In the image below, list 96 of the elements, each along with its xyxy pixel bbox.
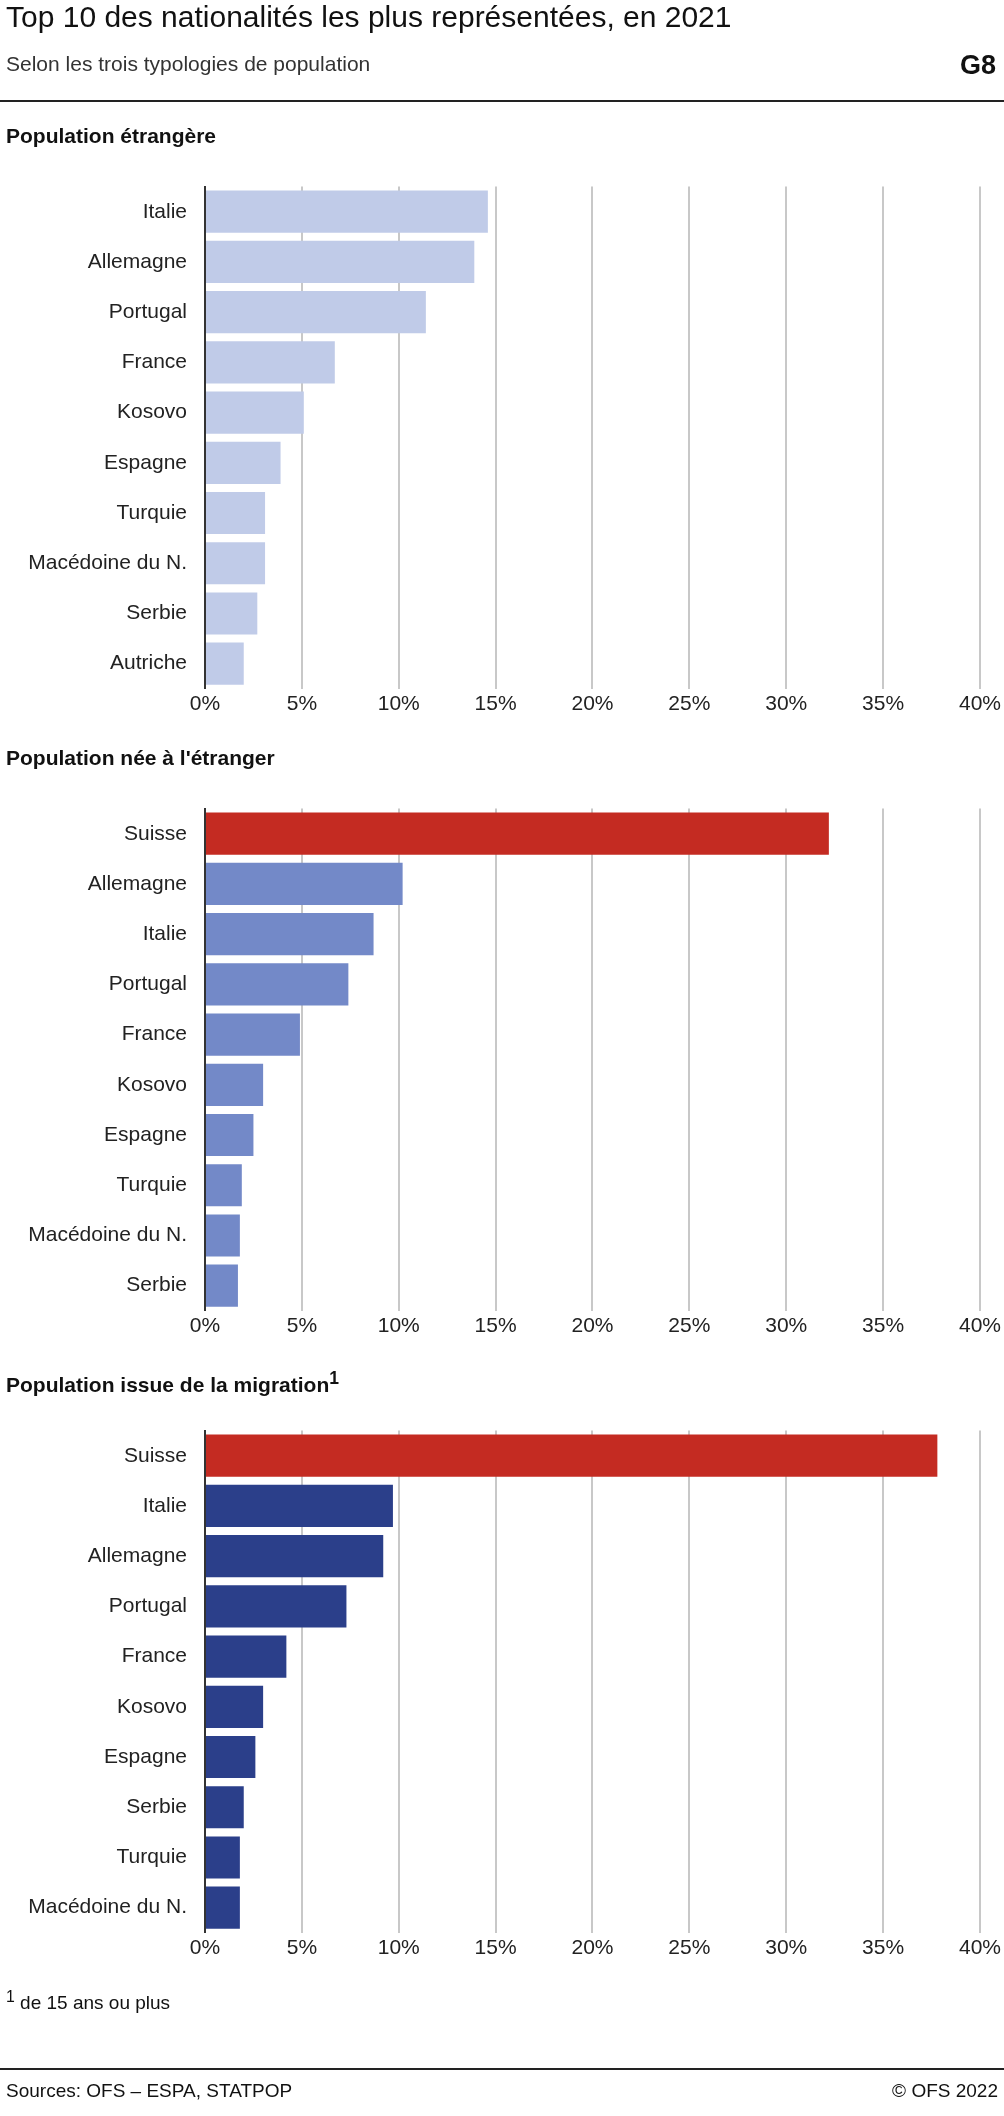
x-tick-label: 0%: [189, 1313, 221, 1337]
chart-title: Population issue de la migration$^{1}$: [5, 1367, 340, 1398]
x-tick-label: 10%: [377, 1935, 420, 1959]
y-tick-label: France: [121, 1643, 187, 1667]
bar: [206, 592, 258, 635]
y-tick-label: Macédoine du N.: [28, 550, 187, 574]
y-tick-label: Turquie: [116, 499, 187, 523]
y-tick-label: Serbie: [126, 600, 187, 624]
x-tick-label: 15%: [474, 1313, 517, 1337]
x-tick-label: 35%: [862, 691, 905, 715]
text: Selon les trois typologies de population: [6, 52, 371, 76]
y-tick-label: Kosovo: [116, 1693, 187, 1717]
bar: [206, 1585, 347, 1628]
y-tick-label: Serbie: [126, 1272, 187, 1296]
text: © OFS 2022: [892, 2080, 998, 2102]
y-tick-label: Italie: [142, 198, 187, 222]
text: Top 10 des nationalités les plus représentées, en 2021: [6, 0, 732, 34]
bar: [206, 542, 266, 585]
bar: [206, 1635, 287, 1678]
y-tick-label: France: [121, 1021, 187, 1045]
y-tick-label: Turquie: [116, 1844, 187, 1868]
y-tick-label: Macédoine du N.: [28, 1222, 187, 1246]
x-tick-label: 10%: [377, 691, 420, 715]
y-tick-label: Portugal: [108, 971, 187, 995]
chart-title: Population née à l'étranger: [5, 745, 276, 771]
bar: [206, 642, 244, 685]
bar: [206, 1214, 240, 1257]
bar: [206, 1013, 300, 1056]
x-tick-label: 5%: [286, 1313, 318, 1337]
y-tick-label: Espagne: [104, 1743, 187, 1767]
bar: [206, 1063, 264, 1106]
bar: [206, 190, 488, 233]
bar: [206, 240, 475, 284]
y-tick-label: Kosovo: [116, 1071, 187, 1095]
y-tick-label: Italie: [142, 920, 187, 944]
y-tick-label: Suisse: [123, 1442, 187, 1466]
y-tick-label: Allemagne: [87, 248, 187, 272]
bar: [206, 1786, 244, 1829]
bar: [206, 341, 335, 384]
x-tick-label: 0%: [189, 1935, 221, 1959]
x-tick-label: 25%: [668, 1935, 711, 1959]
x-tick-label: 30%: [765, 1935, 808, 1959]
bar: [206, 1264, 238, 1307]
y-tick-label: Turquie: [116, 1172, 187, 1196]
y-tick-label: France: [121, 349, 187, 373]
y-tick-label: Allemagne: [87, 870, 187, 894]
bar: [206, 291, 426, 334]
x-tick-label: 20%: [571, 1313, 614, 1337]
bar: [206, 391, 304, 434]
x-tick-label: 40%: [958, 1313, 1001, 1337]
x-tick-label: 25%: [668, 691, 711, 715]
chart-title: Population étrangère: [5, 123, 218, 149]
bar: [206, 491, 266, 535]
x-tick-label: 35%: [862, 1313, 905, 1337]
x-tick-label: 20%: [571, 1935, 614, 1959]
y-tick-label: Portugal: [108, 1593, 187, 1617]
y-tick-label: Macédoine du N.: [28, 1894, 187, 1918]
bar: [206, 1685, 264, 1728]
x-tick-label: 0%: [189, 691, 221, 715]
x-tick-label: 40%: [958, 691, 1001, 715]
x-tick-label: 10%: [377, 1313, 420, 1337]
y-tick-label: Serbie: [126, 1794, 187, 1818]
y-tick-label: Kosovo: [116, 399, 187, 423]
x-tick-label: 5%: [286, 691, 318, 715]
bar: [206, 1484, 393, 1528]
text: G8: [959, 50, 996, 81]
y-tick-label: Allemagne: [87, 1542, 187, 1566]
bar: [206, 1886, 240, 1929]
y-tick-label: Espagne: [104, 1121, 187, 1145]
y-tick-label: Suisse: [123, 820, 187, 844]
y-tick-label: Portugal: [108, 298, 187, 322]
y-tick-label: Autriche: [109, 650, 187, 674]
bar: [206, 441, 281, 484]
x-tick-label: 15%: [474, 1935, 517, 1959]
bar: [206, 1434, 938, 1477]
x-tick-label: 30%: [765, 691, 808, 715]
x-tick-label: 25%: [668, 1313, 711, 1337]
x-tick-label: 20%: [571, 691, 614, 715]
bar: [206, 963, 349, 1006]
x-tick-label: 35%: [862, 1935, 905, 1959]
y-tick-label: Espagne: [104, 449, 187, 473]
bar: [206, 862, 403, 906]
source-note: Sources: OFS – ESPA, STATPOP: [6, 2080, 293, 2102]
bar: [206, 1535, 384, 1578]
x-tick-label: 5%: [286, 1935, 318, 1959]
bar: [206, 1836, 240, 1879]
x-tick-label: 15%: [474, 691, 517, 715]
y-tick-label: Italie: [142, 1492, 187, 1516]
text: $^{1}$ de 15 ans ou plus: [5, 1987, 172, 2016]
bar: [206, 913, 374, 956]
bar: [206, 1164, 242, 1207]
bar: [206, 1735, 256, 1779]
bar: [206, 1113, 254, 1157]
bar: [206, 812, 829, 855]
x-tick-label: 30%: [765, 1313, 808, 1337]
x-tick-label: 40%: [958, 1935, 1001, 1959]
